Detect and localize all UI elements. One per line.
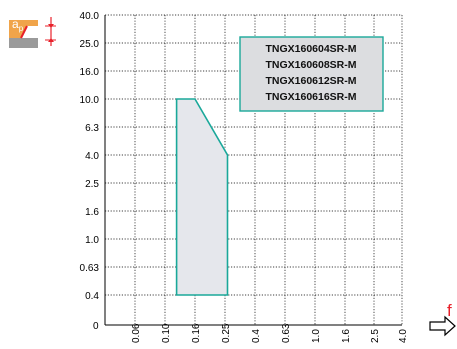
legend-item: TNGX160616SR-M (265, 91, 356, 103)
y-tick-label: 2.5 (85, 179, 99, 190)
insert-shape-icon (9, 20, 38, 38)
x-tick-label: 0.63 (281, 323, 292, 343)
legend: TNGX160604SR-M TNGX160608SR-M TNGX160612SR… (239, 36, 384, 112)
x-tick-label: 0.4 (251, 329, 262, 343)
ap-symbol-p: p (19, 24, 24, 33)
x-tick-label: 0.25 (221, 323, 232, 343)
legend-item: TNGX160604SR-M (265, 43, 356, 55)
y-tick-label: 4.0 (85, 151, 99, 162)
y-tick-label: 6.3 (85, 123, 99, 134)
x-tick-label: 1.0 (311, 329, 322, 343)
y-tick-label: 40.0 (80, 11, 100, 22)
ap-symbol-a: a (12, 17, 19, 31)
workpiece-icon (9, 38, 38, 48)
x-tick-label: 2.5 (370, 329, 381, 343)
y-tick-label: 0 (93, 321, 99, 332)
y-tick-label: 1.6 (85, 207, 99, 218)
x-tick-labels: 0.06 0.10 0.16 0.25 0.4 0.63 1.0 1.6 2.5 4.0 (131, 323, 409, 343)
x-tick-label: 4.0 (398, 329, 409, 343)
x-tick-label: 0.16 (191, 323, 202, 343)
x-tick-label: 0.10 (161, 323, 172, 343)
y-tick-label: 1.0 (85, 235, 99, 246)
legend-item: TNGX160612SR-M (265, 75, 356, 87)
feed-f-symbol: f (447, 301, 452, 320)
x-tick-label: 0.06 (131, 323, 142, 343)
cut-line-icon (20, 25, 28, 39)
y-tick-labels: 40.0 25.0 16.0 10.0 6.3 4.0 2.5 1.6 1.0 0.63 0.4 0 (80, 11, 100, 332)
y-tick-label: 0.63 (80, 263, 100, 274)
legend-box (239, 36, 384, 112)
y-tick-label: 10.0 (80, 95, 100, 106)
y-tick-label: 16.0 (80, 67, 100, 78)
y-tick-label: 0.4 (85, 291, 99, 302)
depth-of-cut-ap-icon: ap (9, 17, 56, 48)
legend-item: TNGX160608SR-M (265, 59, 356, 71)
ap-symbol: ap (12, 17, 24, 33)
feed-direction-arrow-icon (429, 315, 456, 337)
y-tick-label: 25.0 (80, 39, 100, 50)
application-range-region (175, 98, 229, 296)
x-tick-label: 1.6 (341, 329, 352, 343)
